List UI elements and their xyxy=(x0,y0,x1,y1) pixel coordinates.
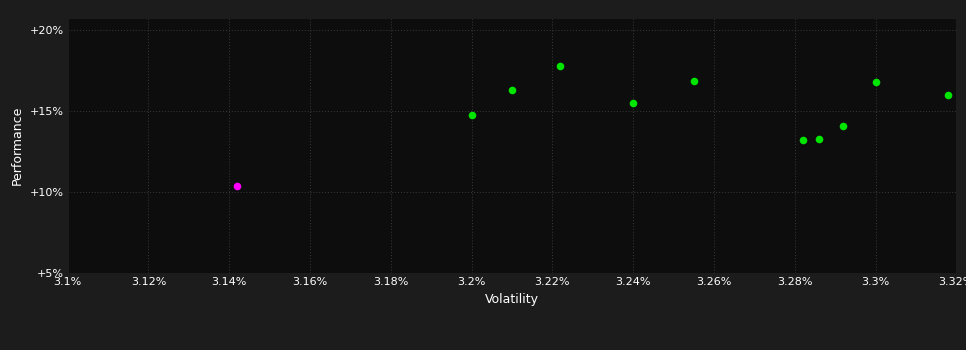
Point xyxy=(811,136,827,142)
Point xyxy=(464,112,479,117)
Point xyxy=(625,100,640,106)
Point xyxy=(836,123,851,129)
Y-axis label: Performance: Performance xyxy=(11,106,24,185)
Point xyxy=(504,88,520,93)
Point xyxy=(553,63,568,69)
X-axis label: Volatility: Volatility xyxy=(485,293,539,306)
Point xyxy=(941,92,956,98)
Point xyxy=(867,79,883,85)
Point xyxy=(795,138,810,143)
Point xyxy=(230,183,245,189)
Point xyxy=(686,78,701,83)
